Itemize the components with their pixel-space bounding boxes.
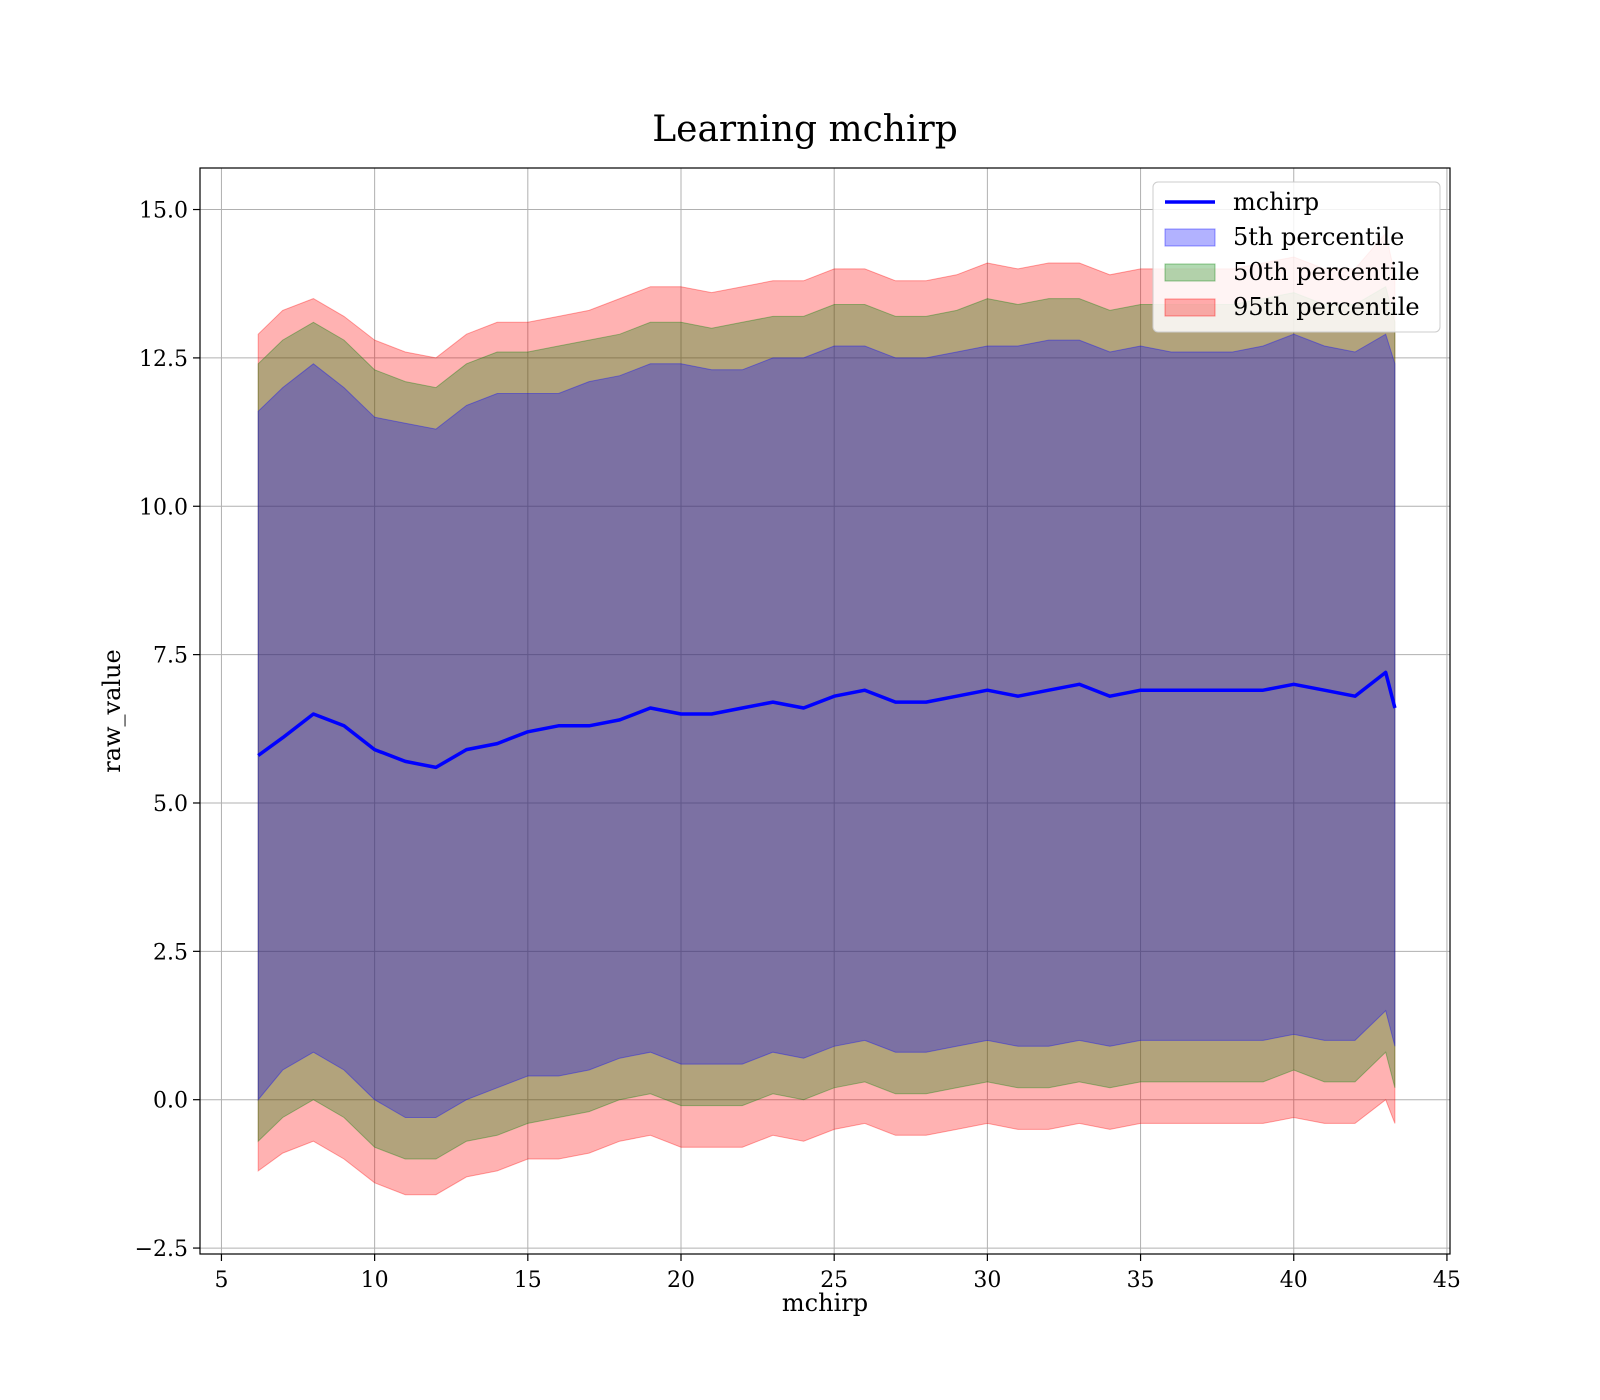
- legend-box: [1152, 181, 1441, 333]
- x-tick-label: 20: [667, 1268, 695, 1293]
- y-tick-label: 5.0: [153, 792, 188, 817]
- y-axis: −2.5 0.0 2.5 5.0 7.5 10.0 12.5 15.0: [135, 199, 200, 1262]
- x-tick-label: 35: [1127, 1268, 1155, 1293]
- percentile-bands: [257, 232, 1396, 1196]
- legend-label: mchirp: [1233, 188, 1319, 216]
- legend-swatch: [1164, 228, 1216, 247]
- band-95th-percentile: [257, 232, 1396, 1196]
- chart-title: Learning mchirp: [652, 109, 958, 150]
- y-tick-label: −2.5: [135, 1237, 188, 1262]
- y-tick-label: 7.5: [153, 644, 188, 669]
- x-tick-label: 30: [973, 1268, 1001, 1293]
- legend-label: 95th percentile: [1233, 293, 1420, 321]
- band-5th-percentile: [257, 333, 1396, 1118]
- y-tick-label: 12.5: [139, 347, 188, 372]
- legend-swatch: [1164, 298, 1216, 317]
- y-tick-label: 2.5: [153, 940, 188, 965]
- x-axis: 5 10 15 20 25 30 35 40 45: [214, 1254, 1461, 1293]
- x-axis-label: mchirp: [782, 1289, 868, 1317]
- line-mchirp: [257, 670, 1397, 770]
- x-tick-label: 45: [1433, 1268, 1461, 1293]
- legend-label: 50th percentile: [1233, 258, 1420, 286]
- grid: [200, 168, 1450, 1254]
- y-tick-label: 15.0: [139, 199, 188, 224]
- y-tick-label: 10.0: [139, 495, 188, 520]
- band-50th-percentile: [257, 285, 1396, 1160]
- x-tick-label: 10: [361, 1268, 389, 1293]
- x-tick-label: 40: [1280, 1268, 1308, 1293]
- legend-swatch: [1164, 263, 1216, 282]
- y-tick-label: 0.0: [153, 1089, 188, 1114]
- legend-label: 5th percentile: [1233, 223, 1404, 251]
- plot-frame: [199, 167, 1451, 1255]
- x-tick-label: 15: [514, 1268, 542, 1293]
- x-tick-label: 5: [214, 1268, 228, 1293]
- legend: mchirp 5th percentile 50th percentile 95th …: [1152, 181, 1441, 333]
- y-axis-label: raw_value: [98, 649, 126, 773]
- series-lines: [257, 670, 1397, 770]
- x-tick-label: 25: [820, 1268, 848, 1293]
